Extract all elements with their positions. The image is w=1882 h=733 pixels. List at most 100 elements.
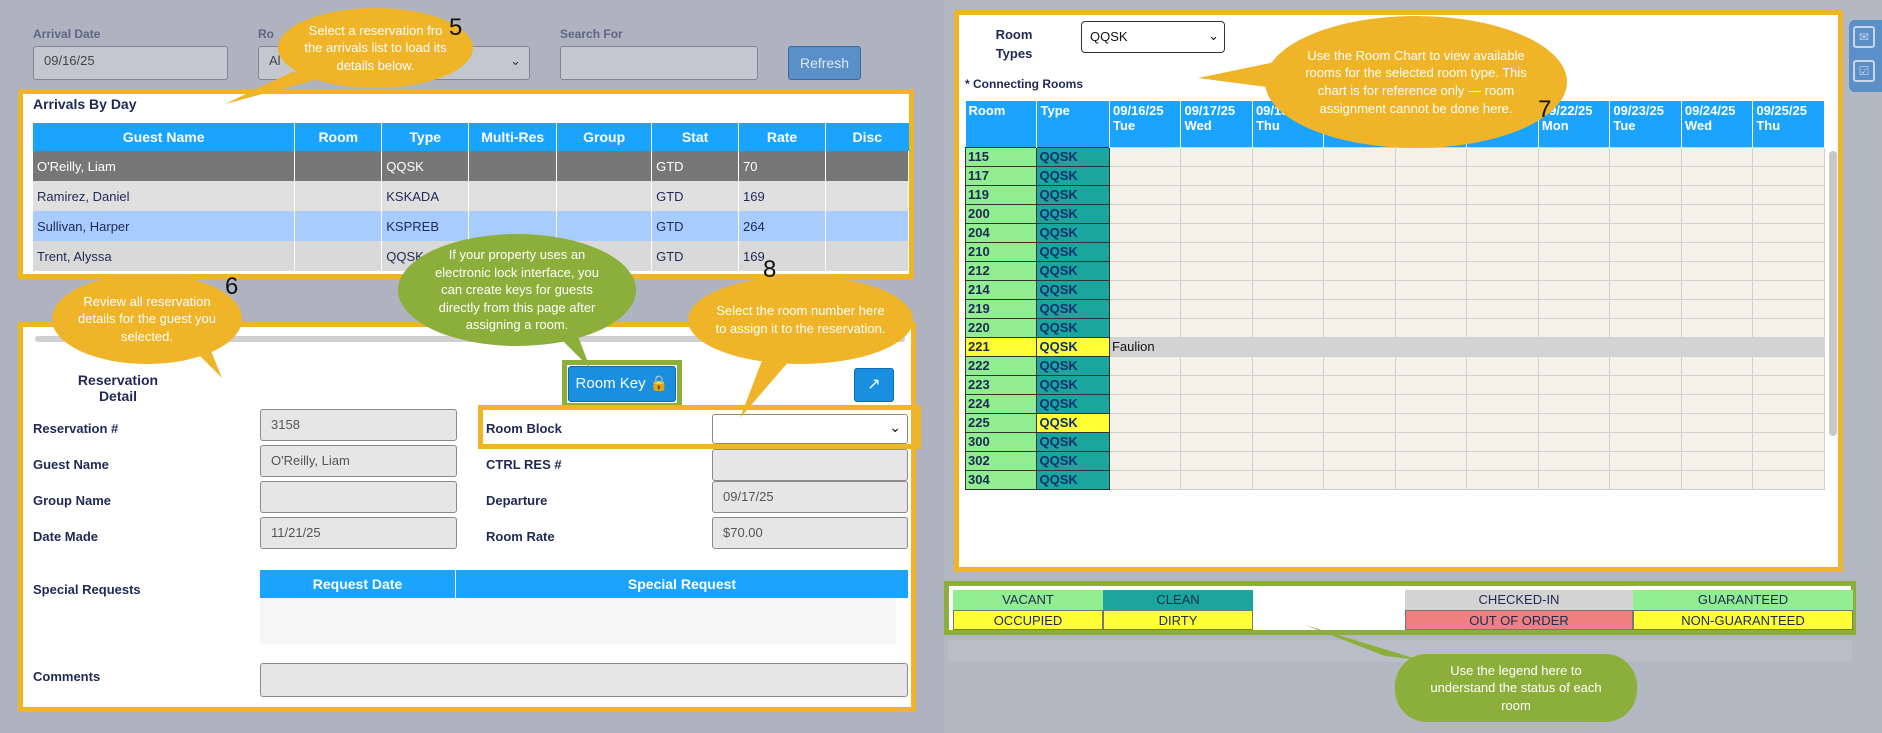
room-chart-row: 115 QQSK	[965, 146, 1825, 167]
availability-cell	[1323, 241, 1396, 262]
refresh-button[interactable]: Refresh	[788, 46, 861, 80]
room-types-select[interactable]: QQSK ⌄	[1081, 21, 1225, 53]
col-rate[interactable]: Rate	[738, 123, 826, 151]
arrival-date-input[interactable]: 09/16/25	[33, 46, 228, 80]
availability-cell	[1680, 298, 1754, 319]
external-link-button[interactable]: ↗	[854, 368, 894, 402]
col-room[interactable]: Room	[294, 123, 383, 151]
date-column-header: 09/25/25 Thu	[1752, 101, 1825, 147]
room-type-cell: QQSK	[1036, 431, 1110, 452]
availability-cell	[1537, 222, 1611, 243]
availability-cell	[1394, 203, 1468, 224]
availability-cell	[1251, 317, 1325, 338]
legend-occupied: OCCUPIED	[953, 610, 1103, 630]
col-type[interactable]: Type	[381, 123, 470, 151]
room-types-label: Room Types	[995, 27, 1033, 61]
availability-cell	[1394, 184, 1468, 205]
legend-dirty: DIRTY	[1103, 610, 1253, 630]
room-number-cell: 223	[965, 374, 1038, 395]
room-number-cell: 304	[965, 469, 1038, 490]
room-type-cell: QQSK	[1036, 260, 1110, 281]
availability-cell	[1680, 374, 1754, 395]
room-number-cell: 300	[965, 431, 1038, 452]
availability-cell	[1609, 222, 1682, 243]
group-name-field[interactable]	[260, 481, 457, 513]
col-stat[interactable]: Stat	[651, 123, 740, 151]
room-chart-row: 219 QQSK	[965, 298, 1825, 319]
special-request-header[interactable]: Special Request	[456, 570, 908, 598]
date-made-field[interactable]: 11/21/25	[260, 517, 457, 549]
table-row[interactable]: Sullivan, Harper KSPREB GTD 264	[33, 211, 910, 241]
availability-cell	[1394, 222, 1468, 243]
cell-room	[294, 151, 383, 181]
availability-cell	[1752, 203, 1825, 224]
vertical-scrollbar[interactable]	[1829, 151, 1837, 436]
availability-cell	[1752, 279, 1825, 300]
comments-field[interactable]	[260, 663, 908, 697]
availability-cell	[1394, 412, 1468, 433]
callout-5: Select a reservation fro the arrivals li…	[278, 8, 473, 88]
room-number-cell: 119	[965, 184, 1038, 205]
table-row[interactable]: O'Reilly, Liam QQSK GTD 70	[33, 151, 910, 181]
room-chart-row: 224 QQSK	[965, 393, 1825, 414]
room-rate-field[interactable]: $70.00	[712, 517, 908, 549]
availability-cell	[1108, 222, 1182, 243]
day-label: Thu	[1756, 118, 1781, 133]
reservation-number-field[interactable]: 3158	[260, 409, 457, 441]
availability-cell	[1108, 165, 1182, 186]
cell-stat: GTD	[651, 151, 740, 181]
search-for-input[interactable]	[560, 46, 758, 80]
legend-out-of-order: OUT OF ORDER	[1405, 610, 1633, 630]
availability-cell	[1108, 469, 1182, 490]
cell-rate: 169	[738, 241, 826, 271]
availability-cell	[1180, 298, 1253, 319]
availability-cell	[1251, 298, 1325, 319]
guest-name-field[interactable]: O'Reilly, Liam	[260, 445, 457, 477]
availability-cell	[1323, 469, 1396, 490]
col-group[interactable]: Group	[556, 123, 653, 151]
availability-cell	[1180, 260, 1253, 281]
cell-type: KSKADA	[381, 181, 470, 211]
availability-cell	[1609, 184, 1682, 205]
availability-cell	[1752, 355, 1825, 376]
room-number-cell: 212	[965, 260, 1038, 281]
availability-cell	[1752, 260, 1825, 281]
col-multi-res[interactable]: Multi-Res	[468, 123, 558, 151]
checklist-icon[interactable]: ☑	[1853, 60, 1875, 82]
callout-legend: Use the legend here to understand the st…	[1395, 654, 1637, 722]
callout-7: Use the Room Chart to view available roo…	[1265, 16, 1567, 148]
availability-cell	[1752, 222, 1825, 243]
col-guest-name[interactable]: Guest Name	[33, 123, 296, 151]
room-type-cell: QQSK	[1036, 336, 1110, 357]
table-row[interactable]: Ramirez, Daniel KSKADA GTD 169	[33, 181, 910, 211]
cell-multi-res	[468, 181, 558, 211]
room-chart-row: 214 QQSK	[965, 279, 1825, 300]
cell-guest-name: O'Reilly, Liam	[33, 151, 296, 181]
arrivals-section: Arrivals By Day Guest Name Room Type Mul…	[18, 89, 914, 279]
mail-icon[interactable]: ✉	[1853, 26, 1875, 48]
col-disc[interactable]: Disc	[825, 123, 909, 151]
room-number-cell: 220	[965, 317, 1038, 338]
callout-8-pointer	[740, 358, 790, 418]
cell-rate: 264	[738, 211, 826, 241]
ctrl-res-field[interactable]	[712, 449, 908, 481]
departure-field[interactable]: 09/17/25	[712, 481, 908, 513]
room-chart-row: 200 QQSK	[965, 203, 1825, 224]
availability-cell	[1680, 412, 1754, 433]
room-block-select[interactable]: ⌄	[712, 414, 908, 444]
request-date-header[interactable]: Request Date	[260, 570, 456, 598]
cell-stat: GTD	[651, 241, 740, 271]
availability-cell	[1108, 355, 1182, 376]
cell-room	[294, 241, 383, 271]
room-key-button[interactable]: Room Key 🔒	[568, 366, 676, 402]
availability-cell	[1394, 469, 1468, 490]
date-made-label: Date Made	[33, 529, 99, 544]
day-label: Mon	[1541, 118, 1569, 133]
room-type-cell: QQSK	[1036, 222, 1110, 243]
side-tab[interactable]: ✉ ☑	[1849, 20, 1882, 92]
cell-group	[556, 181, 653, 211]
availability-cell	[1609, 393, 1682, 414]
chevron-down-icon: ⌄	[1208, 28, 1219, 43]
legend-guaranteed: GUARANTEED	[1633, 590, 1853, 610]
availability-cell	[1680, 222, 1754, 243]
